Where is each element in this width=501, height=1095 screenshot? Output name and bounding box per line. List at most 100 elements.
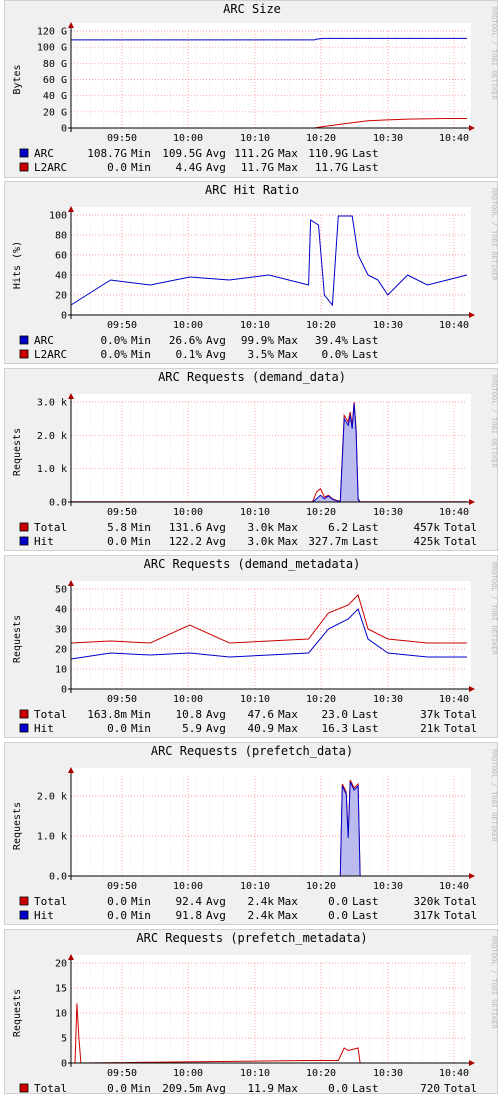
legend-stat-label: Last	[352, 147, 379, 160]
chart-title: ARC Requests (prefetch_data)	[151, 744, 353, 758]
y-tick-label: 100	[49, 211, 67, 222]
y-axis-label: Bytes	[12, 64, 23, 94]
legend-stat-label: Min	[131, 1082, 151, 1095]
legend-stat-label: Min	[131, 909, 151, 922]
legend-stat-value: 163.8m	[87, 708, 127, 721]
series-line-total	[70, 594, 467, 644]
legend-stat-value: 110.9G	[308, 147, 348, 160]
y-axis-label: Requests	[12, 428, 23, 476]
watermark: RRDTOOL / TOBI OETIKER	[490, 936, 498, 1030]
legend-stat-value: 11.7G	[241, 161, 274, 174]
legend-stat-label: Max	[278, 334, 298, 347]
legend-total-value: 320k	[414, 895, 441, 908]
legend-swatch	[19, 335, 29, 345]
legend-stat-label: Last	[352, 722, 379, 735]
chart-title: ARC Requests (demand_metadata)	[144, 557, 361, 571]
legend-series-name: L2ARC	[34, 161, 67, 174]
legend-swatch	[19, 723, 29, 733]
legend-stat-value: 108.7G	[87, 147, 127, 160]
y-tick-label: 20	[55, 645, 67, 656]
legend-stat-label: Last	[352, 521, 379, 534]
y-tick-label: 0	[61, 124, 67, 135]
legend-total-value: 425k	[414, 535, 441, 548]
y-axis-arrow	[68, 393, 74, 399]
x-axis-arrow	[469, 686, 475, 692]
legend-total-value: 21k	[420, 722, 440, 735]
x-tick-label: 10:00	[173, 507, 203, 518]
y-tick-label: 5	[61, 1034, 67, 1045]
x-tick-label: 10:10	[240, 881, 270, 892]
watermark: RRDTOOL / TOBI OETIKER	[490, 749, 498, 843]
y-axis-label: Requests	[12, 802, 23, 850]
y-tick-label: 1.0 k	[37, 832, 67, 843]
x-axis-arrow	[469, 312, 475, 318]
legend-stat-value: 23.0	[322, 708, 349, 721]
legend-stat-label: Min	[131, 895, 151, 908]
x-tick-label: 10:30	[373, 133, 403, 144]
legend-stat-label: Last	[352, 708, 379, 721]
legend-stat-value: 47.6	[248, 708, 275, 721]
arc-hit-ratio-panel: ARC Hit Ratio Hits (%) RRDTOOL / TOBI OETI…	[4, 181, 498, 364]
y-tick-label: 120 G	[37, 27, 67, 38]
legend-stat-value: 0.0	[328, 1082, 348, 1095]
legend-stat-value: 0.0	[107, 909, 127, 922]
legend-total-value: 720	[420, 1082, 440, 1095]
y-tick-label: 20	[55, 959, 67, 970]
legend-swatch	[19, 536, 29, 546]
legend-stat-value: 2.4k	[248, 895, 275, 908]
prefetch-metadata-panel: ARC Requests (prefetch_metadata) Requests…	[4, 929, 498, 1095]
legend-stat-label: Min	[131, 708, 151, 721]
legend-stat-value: 26.6%	[169, 334, 202, 347]
legend-stat-value: 0.0	[107, 895, 127, 908]
x-tick-label: 10:10	[240, 507, 270, 518]
y-tick-label: 50	[55, 585, 67, 596]
y-axis-arrow	[68, 580, 74, 586]
y-tick-label: 15	[55, 984, 67, 995]
legend-stat-value: 5.8	[107, 521, 127, 534]
x-tick-label: 10:20	[306, 1068, 336, 1079]
x-tick-label: 10:20	[306, 881, 336, 892]
y-axis-label: Hits (%)	[12, 241, 23, 289]
legend-stat-label: Avg	[206, 161, 226, 174]
legend-stat-label: Avg	[206, 521, 226, 534]
legend-total-label: Total	[444, 535, 477, 548]
x-tick-label: 10:00	[173, 320, 203, 331]
x-axis-arrow	[469, 125, 475, 131]
x-tick-label: 10:40	[439, 1068, 469, 1079]
x-tick-label: 10:30	[373, 507, 403, 518]
x-tick-label: 10:20	[306, 133, 336, 144]
legend-stat-value: 4.4G	[176, 161, 203, 174]
legend-stat-label: Min	[131, 722, 151, 735]
chart-title: ARC Hit Ratio	[205, 183, 299, 197]
legend-series-name: Hit	[34, 722, 54, 735]
legend-stat-value: 209.5m	[162, 1082, 202, 1095]
x-tick-label: 09:50	[107, 881, 137, 892]
arc-size-panel: ARC Size Bytes RRDTOOL / TOBI OETIKER 0 20 G…	[4, 0, 498, 178]
x-tick-label: 10:20	[306, 507, 336, 518]
chart-svg: ARC Requests (prefetch_data) Requests RRDT…	[12, 744, 498, 922]
legend-total-value: 317k	[414, 909, 441, 922]
legend-stat-label: Max	[278, 1082, 298, 1095]
legend-series-name: L2ARC	[34, 348, 67, 361]
legend-stat-label: Min	[131, 521, 151, 534]
x-tick-label: 10:40	[439, 881, 469, 892]
x-tick-label: 10:20	[306, 320, 336, 331]
legend-stat-label: Last	[352, 895, 379, 908]
legend-stat-value: 0.0%	[101, 334, 128, 347]
watermark: RRDTOOL / TOBI OETIKER	[490, 562, 498, 656]
legend-swatch	[19, 896, 29, 906]
y-tick-label: 0	[61, 311, 67, 322]
watermark: RRDTOOL / TOBI OETIKER	[490, 375, 498, 469]
y-axis-label: Requests	[12, 989, 23, 1037]
x-tick-label: 10:30	[373, 1068, 403, 1079]
legend-stat-label: Max	[278, 521, 298, 534]
series-line-arc	[71, 37, 467, 41]
y-tick-label: 40	[55, 605, 67, 616]
legend-total-label: Total	[444, 895, 477, 908]
legend-stat-value: 0.0	[328, 909, 348, 922]
legend-total-label: Total	[444, 1082, 477, 1095]
y-tick-label: 40	[55, 271, 67, 282]
y-axis-label: Requests	[12, 615, 23, 663]
legend-stat-label: Avg	[206, 348, 226, 361]
chart-svg: ARC Requests (demand_metadata) Requests RR…	[12, 557, 498, 735]
